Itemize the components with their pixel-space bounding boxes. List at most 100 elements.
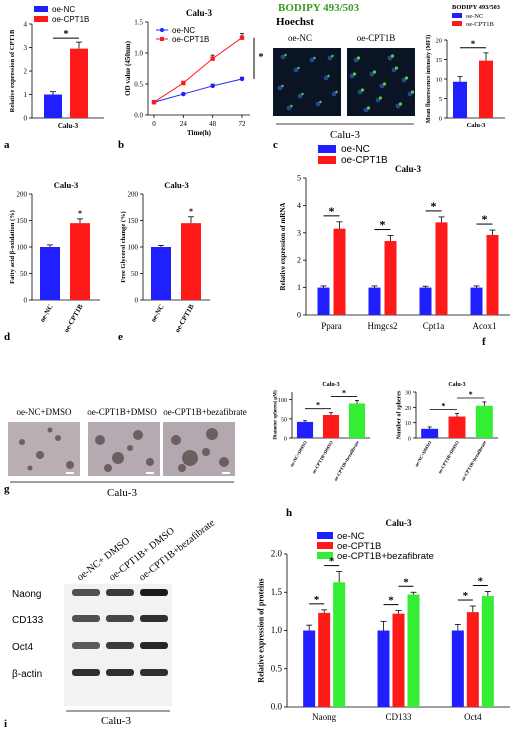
cell-sphere bbox=[219, 457, 229, 467]
point-oe-NC bbox=[210, 83, 215, 89]
lipid-spot bbox=[331, 54, 334, 58]
cell-sphere bbox=[112, 452, 124, 464]
y-axis-label-c: Mean fluorescence intensity (MFI) bbox=[425, 35, 432, 123]
chart-title-f: Calu-3 bbox=[395, 164, 422, 174]
x-tick-label: Calu-3 bbox=[467, 122, 487, 129]
cell-sphere bbox=[66, 461, 74, 469]
blot-row-naong: Naong bbox=[12, 589, 41, 600]
x-tick-label: Calu-3 bbox=[58, 122, 79, 130]
lipid-spot bbox=[360, 88, 365, 92]
y-tick-label-d: 0 bbox=[24, 297, 28, 305]
blot-band bbox=[72, 669, 100, 676]
y-tick-label-d: 150 bbox=[17, 217, 28, 225]
panel-letter-b: b bbox=[118, 139, 124, 151]
lipid-spot bbox=[352, 72, 357, 76]
y-tick-label-h1: 0 bbox=[284, 437, 287, 443]
nucleus-spot bbox=[309, 57, 315, 63]
calu3-label-i: Calu-3 bbox=[101, 715, 131, 727]
bar-oe-CPT1B+DMSO bbox=[448, 416, 466, 438]
x-tick-label: 0 bbox=[152, 120, 156, 128]
bar-oe-NC bbox=[451, 630, 464, 707]
chart-title-e: Calu-3 bbox=[164, 180, 189, 190]
bar-oe-NC bbox=[419, 287, 432, 315]
series-line-oe-CPT1B bbox=[153, 37, 243, 103]
y-tick-label-f: 2 bbox=[297, 256, 301, 265]
calu3-label-g: Calu-3 bbox=[107, 487, 137, 499]
bar-oe-NC bbox=[40, 247, 60, 300]
x-tick-label: oe-CPT1B bbox=[62, 303, 85, 334]
legend-label-oe-CPT1B: oe-CPT1B bbox=[172, 35, 209, 44]
bodipy-label: BODIPY 493/503 bbox=[278, 2, 360, 14]
y-tick-label-a: 2 bbox=[24, 68, 28, 76]
bar-oe-CPT1B bbox=[384, 241, 397, 315]
y-axis-label-e: Free Glycerol change (%) bbox=[120, 211, 127, 282]
lane-label-1: oe-NC+ DMSO bbox=[75, 535, 132, 583]
lipid-spot bbox=[378, 96, 383, 100]
bar-oe-NC bbox=[368, 287, 381, 315]
y-tick-label-h1: 50 bbox=[281, 417, 287, 423]
x-tick-label: oe-CPT1B+bezafibrate bbox=[460, 440, 487, 482]
point-oe-NC bbox=[239, 76, 245, 82]
y-tick-label-a: 4 bbox=[24, 21, 28, 29]
y-tick-label-e: 0 bbox=[135, 297, 139, 305]
x-axis-label: Time(h) bbox=[187, 129, 212, 137]
nucleus-spot bbox=[331, 91, 337, 97]
panel-letter-h: h bbox=[286, 507, 292, 519]
legend-swatch-oe-NC bbox=[34, 6, 48, 12]
significance-star: * bbox=[471, 39, 476, 49]
x-tick-label: oe-CPT1B+bezafibrate bbox=[333, 440, 360, 482]
bar-oe-NC bbox=[303, 630, 316, 707]
bar-oe-CPT1B+bezafibrate bbox=[348, 403, 366, 438]
scale-bar bbox=[222, 472, 230, 474]
panel-letter-f: f bbox=[482, 336, 486, 348]
cell-sphere bbox=[182, 450, 198, 466]
x-tick-label: oe-NC bbox=[149, 303, 165, 324]
chart-title-h2: Calu-3 bbox=[448, 382, 465, 388]
x-tick-label: oe-CPT1B+DMSO bbox=[311, 440, 334, 475]
image-label-g1: oe-NC+DMSO bbox=[16, 407, 72, 417]
y-axis-label-j: Relative expression of proteins bbox=[257, 578, 266, 682]
significance-star: * bbox=[431, 199, 437, 213]
significance-star: * bbox=[314, 594, 320, 606]
bar-oe-CPT1B bbox=[318, 612, 331, 707]
lipid-spot bbox=[356, 56, 361, 60]
lipid-spot bbox=[301, 92, 304, 96]
legend-label-oe-CPT1B: oe-CPT1B bbox=[466, 21, 494, 28]
y-axis-label-d: Fatty acid β-oxidation (%) bbox=[9, 210, 16, 284]
significance-star: * bbox=[478, 575, 484, 587]
y-tick-label-c: 20 bbox=[436, 38, 443, 45]
blot-band bbox=[140, 615, 168, 622]
blot-band bbox=[106, 589, 134, 596]
panel-letter-e: e bbox=[118, 331, 123, 343]
y-axis-label-b: OD value (450nm) bbox=[124, 40, 132, 96]
bar-oe-CPT1B bbox=[333, 228, 346, 315]
lipid-spot bbox=[284, 53, 287, 57]
blot-row-actin: β-actin bbox=[12, 669, 42, 680]
bar-oe-NC bbox=[470, 287, 483, 315]
x-tick-label: oe-NC bbox=[38, 303, 54, 324]
nucleus-spot bbox=[327, 55, 333, 61]
image-label-g2: oe-CPT1B+DMSO bbox=[87, 407, 157, 417]
bar-oe-CPT1B bbox=[486, 234, 499, 315]
y-tick-label-h2: 20 bbox=[405, 406, 411, 412]
significance-star: * bbox=[388, 595, 394, 607]
blot-band bbox=[72, 615, 100, 622]
y-tick-label-b: 0.5 bbox=[134, 81, 143, 89]
legend-marker-oe-CPT1B bbox=[160, 37, 164, 41]
bar-oe-NC+DMSO bbox=[421, 428, 439, 438]
bar-oe-CPT1B+bezafibrate bbox=[481, 596, 494, 707]
x-tick-label: Hmgcs2 bbox=[368, 321, 398, 331]
chart-title-d: Calu-3 bbox=[54, 180, 79, 190]
y-tick-label-h2: 0 bbox=[408, 437, 411, 443]
significance-star: * bbox=[78, 209, 82, 218]
lipid-spot bbox=[313, 56, 316, 60]
legend-label-oe-CPT1B: oe-CPT1B bbox=[52, 15, 89, 24]
lipid-spot bbox=[398, 102, 403, 106]
blot-band bbox=[106, 642, 134, 649]
sphere-image-2 bbox=[88, 422, 160, 476]
x-tick-label: oe-NC+DMSO bbox=[289, 440, 308, 468]
legend-label-oe-NC: oe-NC bbox=[341, 144, 370, 155]
x-tick-label: oe-NC+DMSO bbox=[414, 440, 433, 468]
significance-star: * bbox=[380, 218, 386, 232]
y-axis-label-a: Relative expression of CPT1B bbox=[9, 29, 16, 112]
